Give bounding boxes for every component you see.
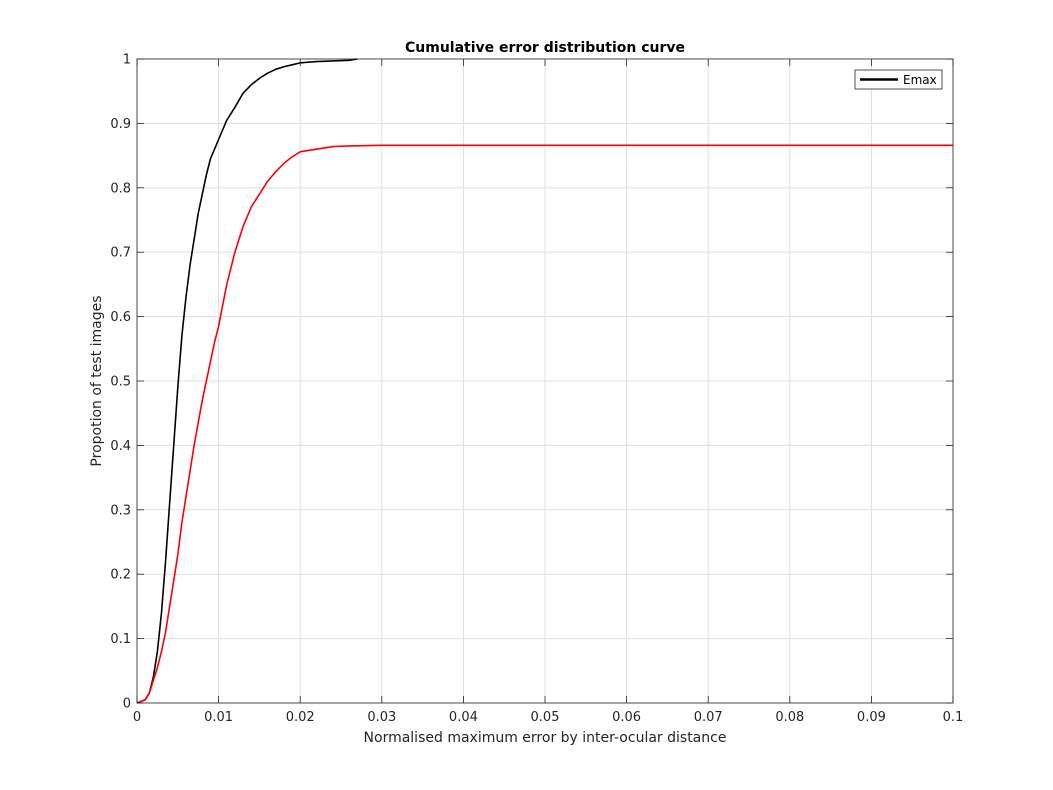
x-tick-label: 0.08 (775, 710, 804, 725)
y-tick-label: 0.5 (110, 375, 131, 390)
x-tick-label: 0.09 (857, 710, 886, 725)
y-tick-label: 0.9 (110, 117, 131, 132)
chart-title: Cumulative error distribution curve (405, 40, 685, 56)
y-tick-label: 0.3 (110, 503, 131, 518)
y-tick-label: 0.6 (110, 310, 131, 325)
y-axis-ticks: 0 0.1 0.2 0.3 0.4 0.5 0.6 0.7 0.8 0.9 1 (110, 53, 953, 712)
x-tick-label: 0.05 (531, 710, 560, 725)
y-axis-label: Propotion of test images (89, 295, 105, 466)
series-line-emax (136, 58, 358, 704)
x-axis-ticks: 0 0.01 0.02 0.03 0.04 0.05 0.06 0.07 0.08 0.09 0.1 (133, 59, 963, 725)
x-axis-label: Normalised maximum error by inter-ocular… (364, 730, 727, 746)
series-lines (136, 58, 953, 704)
x-tick-label: 0.01 (204, 710, 233, 725)
x-tick-label: 0.07 (694, 710, 723, 725)
x-tick-label: 0.04 (449, 710, 478, 725)
legend: Emax (854, 69, 943, 90)
x-tick-label: 0.06 (612, 710, 641, 725)
y-tick-label: 1 (123, 53, 131, 68)
legend-box (854, 69, 943, 90)
series-line-series-2 (136, 144, 953, 704)
y-tick-label: 0.1 (110, 632, 131, 647)
legend-label-emax: Emax (903, 73, 937, 87)
x-tick-label: 0.1 (943, 710, 964, 725)
x-tick-label: 0.03 (367, 710, 396, 725)
y-tick-label: 0.2 (110, 568, 131, 583)
x-tick-label: 0 (133, 710, 141, 725)
y-tick-label: 0.8 (110, 181, 131, 196)
x-tick-label: 0.02 (286, 710, 315, 725)
y-tick-label: 0 (123, 697, 131, 712)
y-tick-label: 0.4 (110, 439, 131, 454)
y-tick-label: 0.7 (110, 246, 131, 261)
